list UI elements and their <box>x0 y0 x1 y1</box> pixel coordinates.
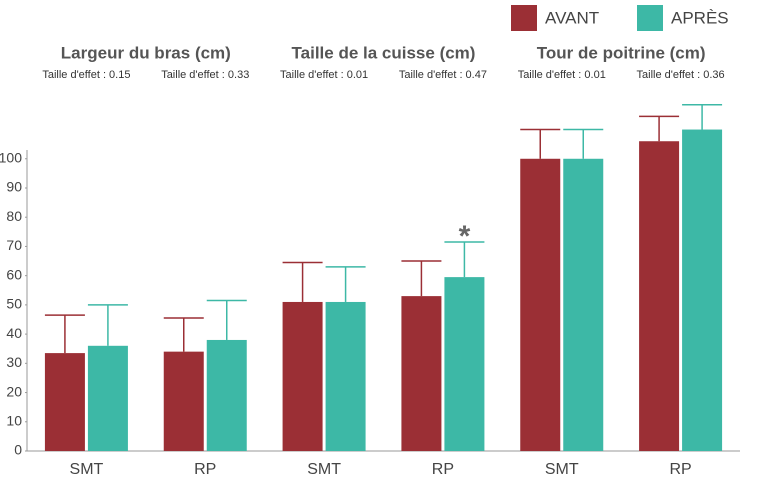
y-tick-label: 50 <box>6 296 22 312</box>
bar <box>163 351 204 451</box>
legend-swatch <box>637 5 663 31</box>
y-tick-label: 40 <box>6 325 22 341</box>
x-tick-label: SMT <box>545 461 579 478</box>
bar <box>44 353 85 451</box>
y-tick-label: 60 <box>6 266 22 282</box>
bar <box>682 129 723 451</box>
effect-label: Taille d'effet : 0.15 <box>42 69 130 81</box>
x-tick-label: RP <box>669 461 691 478</box>
effect-label: Taille d'effet : 0.33 <box>161 69 249 81</box>
bar <box>401 296 442 451</box>
group-title: Taille de la cuisse (cm) <box>292 43 476 62</box>
y-tick-label: 80 <box>6 208 22 224</box>
bar <box>520 158 561 452</box>
x-tick-label: SMT <box>307 461 341 478</box>
bar <box>444 277 485 451</box>
legend-label: APRÈS <box>671 8 729 27</box>
bar <box>87 345 128 451</box>
y-tick-label: 90 <box>6 179 22 195</box>
y-tick-label: 30 <box>6 354 22 370</box>
legend-label: AVANT <box>545 8 599 27</box>
x-tick-label: RP <box>432 461 454 478</box>
legend-swatch <box>511 5 537 31</box>
y-tick-label: 0 <box>14 442 22 458</box>
bar <box>639 141 680 451</box>
x-tick-label: RP <box>194 461 216 478</box>
group-title: Tour de poitrine (cm) <box>537 43 706 62</box>
y-tick-label: 10 <box>6 412 22 428</box>
effect-label: Taille d'effet : 0.47 <box>399 69 487 81</box>
y-tick-label: 100 <box>0 149 22 165</box>
y-tick-label: 20 <box>6 383 22 399</box>
effect-label: Taille d'effet : 0.01 <box>280 69 368 81</box>
x-tick-label: SMT <box>70 461 104 478</box>
bar <box>563 158 604 452</box>
effect-label: Taille d'effet : 0.36 <box>637 69 725 81</box>
y-tick-label: 70 <box>6 237 22 253</box>
bar <box>325 301 366 451</box>
group-title: Largeur du bras (cm) <box>61 43 231 62</box>
bar <box>206 339 247 451</box>
annotation: * <box>459 220 471 253</box>
effect-label: Taille d'effet : 0.01 <box>518 69 606 81</box>
bar <box>282 301 323 451</box>
